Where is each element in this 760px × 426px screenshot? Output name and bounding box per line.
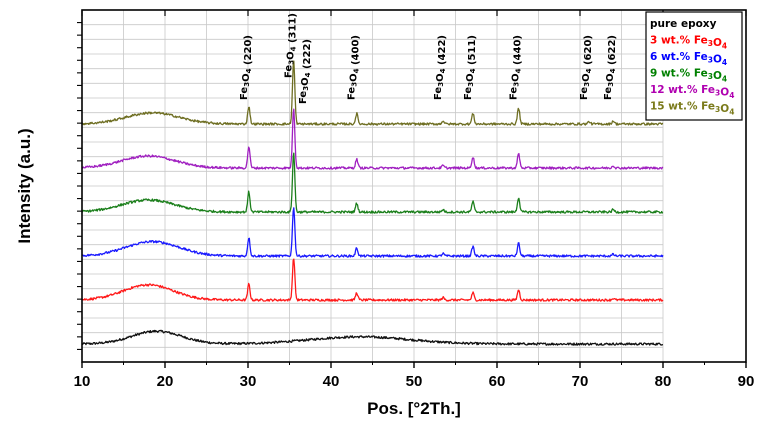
- legend-entry-3: 9 wt.% Fe3O4: [650, 68, 727, 84]
- series-line-3: [81, 152, 664, 214]
- legend-entry-5: 15 wt.% Fe3O4: [650, 101, 734, 117]
- x-tick-label: 40: [323, 373, 340, 390]
- series-line-4: [81, 108, 664, 170]
- series-layer: [81, 60, 664, 346]
- peak-label-4: Fe3O4 (422): [433, 35, 448, 100]
- x-tick-label: 20: [157, 373, 174, 390]
- x-tick-label: 70: [572, 373, 589, 390]
- legend-entry-0: pure epoxy: [650, 18, 717, 30]
- series-line-0: [81, 329, 663, 346]
- peak-annotations: Fe3O4 (220) Fe3O4 (311)Fe3O4 (222) Fe3O4 (…: [239, 13, 618, 104]
- peak-label-2: Fe3O4 (222): [298, 39, 313, 104]
- y-axis-label: Intensity (a.u.): [15, 128, 34, 243]
- peak-label-3: Fe3O4 (400): [347, 35, 362, 100]
- x-axis-label: Pos. [°2Th.]: [367, 399, 461, 418]
- x-tick-label: 90: [738, 373, 755, 390]
- peak-label-5: Fe3O4 (511): [463, 35, 478, 100]
- legend-entry-4: 12 wt.% Fe3O4: [650, 84, 734, 100]
- peak-label-7: Fe3O4 (620): [579, 35, 594, 100]
- x-tick-label: 80: [655, 373, 672, 390]
- grid: [82, 10, 664, 362]
- x-tick-label: 10: [74, 373, 91, 390]
- peak-label-6: Fe3O4 (440): [509, 35, 524, 100]
- x-tick-label: 30: [240, 373, 257, 390]
- legend-box: [645, 11, 743, 121]
- legend-entry-2: 6 wt.% Fe3O4: [650, 51, 727, 67]
- series-line-5: [81, 60, 664, 126]
- series-line-2: [81, 207, 664, 258]
- legend-entry-1: 3 wt.% Fe3O4: [650, 35, 727, 51]
- peak-label-8: Fe3O4 (622): [603, 35, 618, 100]
- x-tick-label: 50: [406, 373, 423, 390]
- series-line-1: [81, 258, 664, 302]
- peak-label-1: Fe3O4 (311): [284, 13, 299, 78]
- peak-label-0: Fe3O4 (220): [239, 35, 254, 100]
- axis-ticks: 10 20 30 40 50 60 70 80 90: [74, 10, 755, 390]
- x-tick-label: 60: [489, 373, 506, 390]
